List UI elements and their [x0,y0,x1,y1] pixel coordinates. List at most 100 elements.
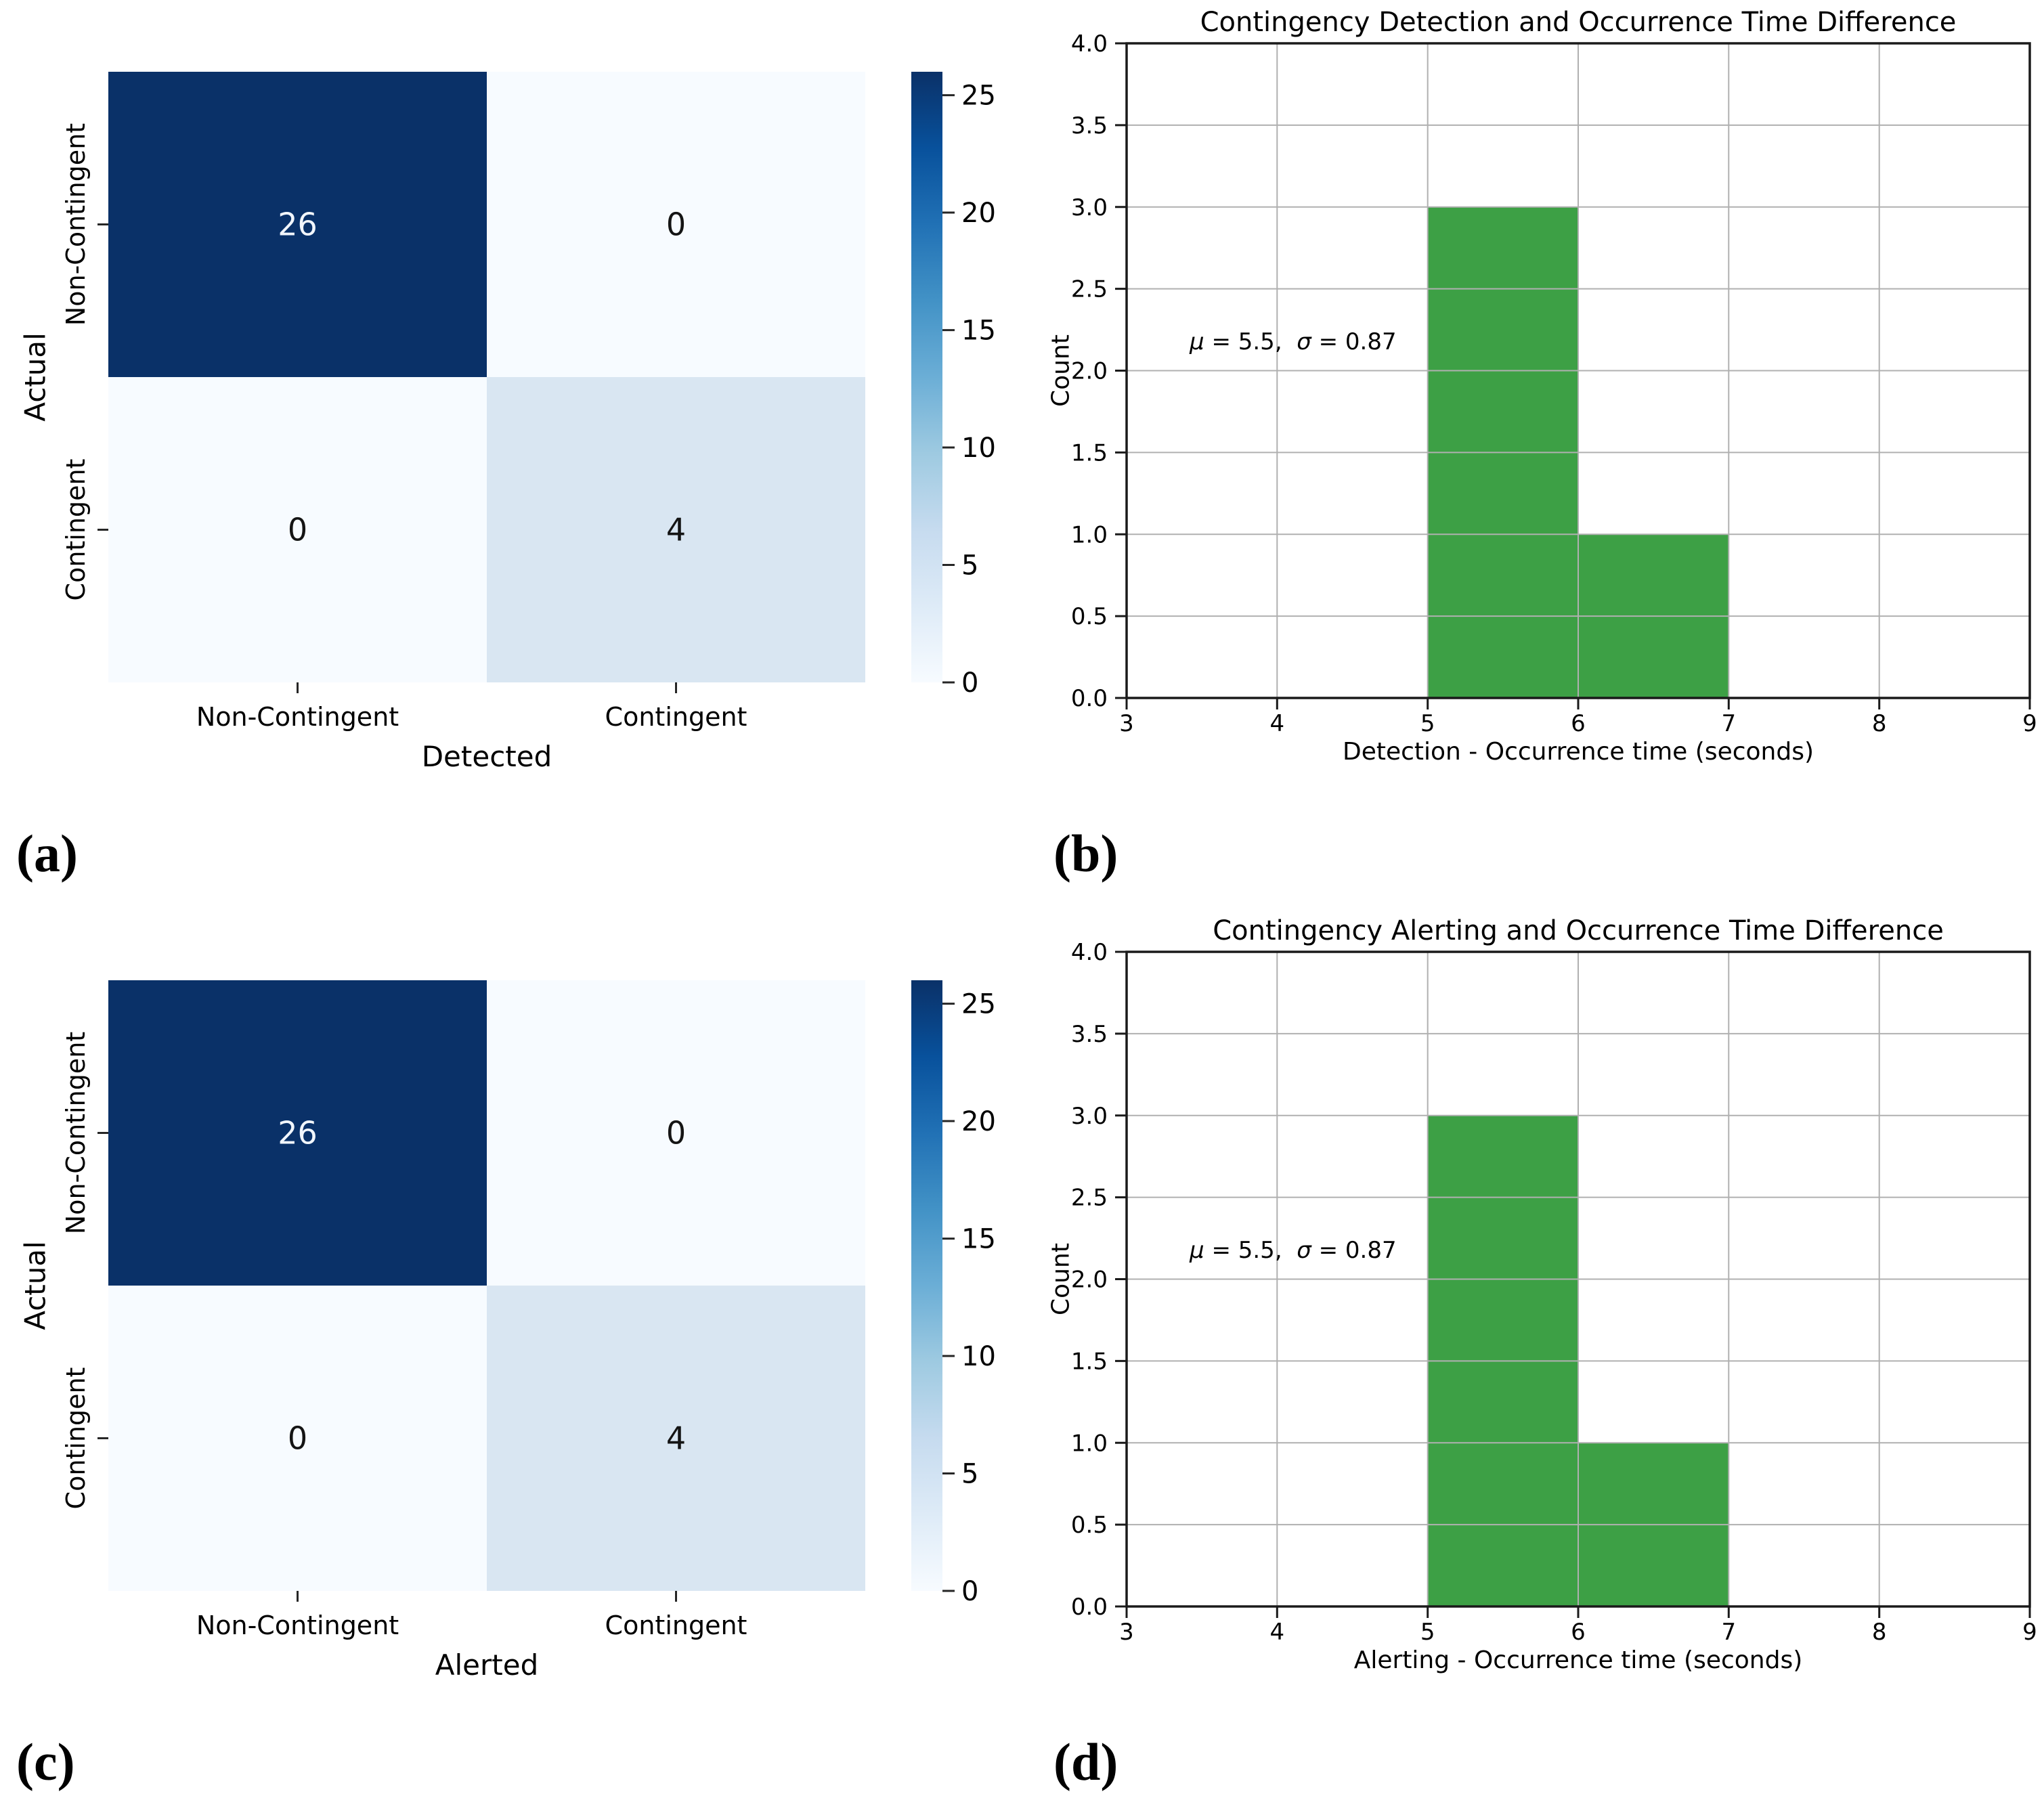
cell-value: 4 [666,512,686,548]
y-tick-label: Non-Contingent [61,123,91,326]
x-tick-label: 4 [1269,710,1284,737]
cell-value: 26 [278,206,318,243]
y-axis-label: Count [1047,1243,1075,1315]
heatmap-cell-tn [108,980,487,1286]
panel-label-a: (a) [16,824,78,883]
x-tick-label: 5 [1420,710,1435,737]
chart-title: Contingency Alerting and Occurrence Time… [1213,915,1944,946]
y-tick-label: Contingent [61,459,91,601]
y-tick-label: 3.0 [1071,194,1108,221]
y-tick-label: 2.0 [1071,1267,1108,1294]
y-axis-label: Actual [19,1241,52,1330]
x-tick-label: 8 [1872,710,1887,737]
x-ticks [1125,1606,2031,1618]
cell-value: 26 [278,1115,318,1152]
x-tick-label: 9 [2022,710,2037,737]
colorbar [911,980,942,1591]
y-ticks [1115,950,1127,1608]
x-axis-label: Alerted [435,1648,538,1682]
heatmap-cell-fn [108,377,487,682]
colorbar-tick-label: 15 [961,315,996,347]
histogram-detection-panel: 3 4 5 6 7 8 9 0.0 0.5 1.0 1.5 2.0 2.5 3.… [1047,7,2037,766]
y-tick-label: 2.0 [1071,358,1108,385]
heatmap-cell-tp [487,377,865,682]
y-tick-label: 0.0 [1071,1594,1108,1621]
colorbar-tick-label: 10 [961,433,996,464]
confusion-matrix-alerted-panel: 26 0 0 4 Non-Contingent Contingent Non-C… [19,980,996,1682]
stats-annotation: μ = 5.5, σ = 0.87 [1189,328,1397,355]
y-tick-label: Contingent [61,1367,91,1510]
y-tick-label: 2.5 [1071,276,1108,303]
y-axis-label: Actual [19,332,52,422]
x-tick-label: Contingent [605,702,747,732]
y-tick-label: 0.5 [1071,1512,1108,1539]
y-tick-label: 3.5 [1071,1021,1108,1048]
heatmap-cell-fp [487,72,865,377]
colorbar-tick-label: 20 [961,1106,996,1137]
x-tick-label: 7 [1721,1619,1736,1646]
x-tick-label: 6 [1571,710,1586,737]
cell-value: 0 [666,1115,686,1152]
y-tick-label: 4.0 [1071,30,1108,58]
colorbar-tick-label: 10 [961,1341,996,1372]
x-tick-label: Contingent [605,1611,747,1640]
y-tick-label: 1.0 [1071,1430,1108,1457]
y-tick-label: 1.5 [1071,1348,1108,1375]
x-axis-label: Detected [422,740,552,773]
colorbar-tick-label: 25 [961,989,996,1020]
y-tick-label: 3.0 [1071,1103,1108,1130]
colorbar-tick-label: 20 [961,198,996,229]
x-tick-label: 3 [1119,1619,1134,1646]
x-tick-label: 3 [1119,710,1134,737]
stats-annotation: μ = 5.5, σ = 0.87 [1189,1237,1397,1264]
x-tick-label: Non-Contingent [196,702,399,732]
cell-value: 0 [666,206,686,243]
x-axis-label: Detection - Occurrence time (seconds) [1343,738,1814,766]
colorbar-tick-label: 0 [961,1576,978,1607]
heatmap-cell-tn [108,72,487,377]
y-tick-label: 4.0 [1071,939,1108,966]
x-tick-label: 5 [1420,1619,1435,1646]
sigma-symbol: σ [1297,1237,1312,1264]
mu-value: = 5.5, [1204,328,1297,355]
heatmap-cell-tp [487,1286,865,1591]
chart-title: Contingency Detection and Occurrence Tim… [1200,7,1957,38]
mu-symbol: μ [1189,328,1204,355]
sigma-value: = 0.87 [1311,1237,1397,1264]
y-tick-label: 0.0 [1071,685,1108,712]
cell-value: 4 [666,1420,686,1457]
cell-value: 0 [288,1420,307,1457]
panel-label-c: (c) [16,1732,75,1791]
mu-symbol: μ [1189,1237,1204,1264]
y-tick-label: 3.5 [1071,112,1108,139]
heatmap-cell-fp [487,980,865,1286]
colorbar-tick-label: 25 [961,81,996,112]
cell-value: 0 [288,512,307,548]
y-tick-label: Non-Contingent [61,1032,91,1234]
colorbar-tick-label: 5 [961,550,978,582]
panel-label-d: (d) [1053,1732,1118,1791]
x-tick-label: 7 [1721,710,1736,737]
x-axis-label: Alerting - Occurrence time (seconds) [1354,1646,1803,1674]
mu-value: = 5.5, [1204,1237,1297,1264]
confusion-matrix-detected-panel: 26 0 0 4 Non-Contingent Contingent Non-C… [19,72,996,773]
x-tick-label: 4 [1269,1619,1284,1646]
gridlines [1127,952,2030,1606]
x-tick-label: 9 [2022,1619,2037,1646]
y-axis-label: Count [1047,334,1075,407]
y-tick-label: 0.5 [1071,603,1108,630]
heatmap-cell-fn [108,1286,487,1591]
sigma-symbol: σ [1297,328,1312,355]
panel-label-b: (b) [1053,824,1118,883]
sigma-value: = 0.87 [1311,328,1397,355]
colorbar-tick-label: 15 [961,1224,996,1255]
colorbar [911,72,942,682]
x-tick-label: Non-Contingent [196,1611,399,1640]
y-tick-label: 1.5 [1071,439,1108,466]
y-ticks [1115,42,1127,699]
x-tick-label: 6 [1571,1619,1586,1646]
gridlines [1127,43,2030,698]
y-tick-label: 1.0 [1071,521,1108,548]
x-tick-label: 8 [1872,1619,1887,1646]
y-tick-label: 2.5 [1071,1185,1108,1212]
